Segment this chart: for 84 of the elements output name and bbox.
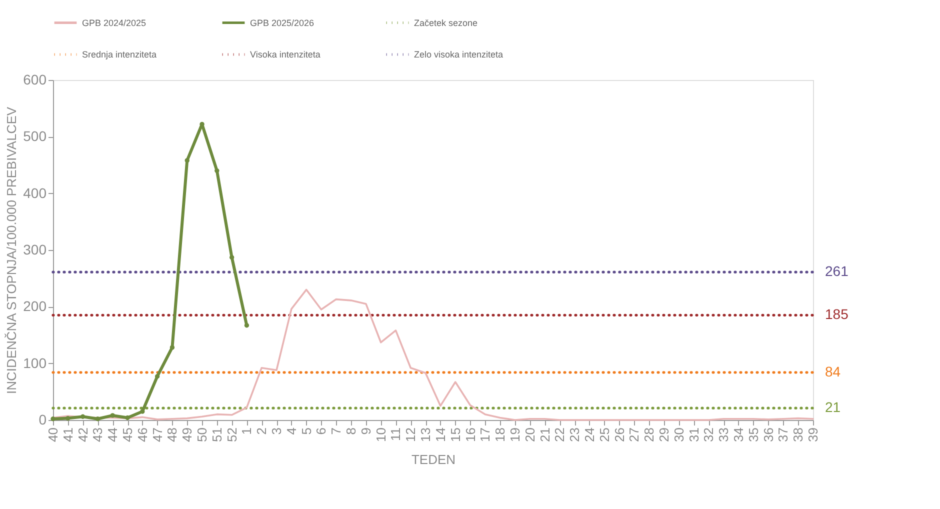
x-tick-label: 21 (537, 428, 552, 442)
x-tick-label: 24 (582, 428, 597, 442)
legend-label: GPB 2024/2025 (82, 18, 146, 28)
x-tick-label: 36 (760, 428, 776, 442)
point (154, 374, 160, 379)
x-tick-label: 48 (164, 428, 180, 442)
y-tick-label: 600 (23, 72, 47, 88)
data-label: 84 (825, 363, 841, 380)
x-tick-label: 19 (507, 428, 522, 442)
x-tick-label: 27 (626, 428, 642, 442)
x-tick-label: 2 (254, 428, 270, 435)
x-tick-label: 29 (656, 428, 672, 442)
x-tick-label: 8 (344, 428, 359, 435)
x-tick-label: 23 (567, 428, 582, 442)
x-tick-label: 12 (403, 428, 418, 442)
x-tick-label: 35 (746, 428, 761, 442)
point (50, 416, 56, 422)
point (140, 409, 145, 414)
x-tick-label: 50 (194, 428, 210, 442)
x-tick-label: 46 (134, 428, 150, 442)
x-tick-label: 9 (358, 428, 374, 435)
y-tick-label: 100 (23, 354, 47, 371)
data-label: 21 (825, 399, 841, 416)
x-tick-label: 43 (90, 428, 106, 442)
x-tick-label: 18 (492, 428, 508, 442)
x-tick-label: 33 (716, 428, 732, 442)
legend-label: Začetek sezone (414, 18, 478, 28)
x-tick-label: 31 (686, 428, 702, 442)
point (66, 416, 70, 421)
x-tick-label: 28 (642, 428, 657, 442)
x-tick-label: 52 (224, 428, 240, 442)
point (170, 345, 175, 350)
y-tick-label: 0 (38, 412, 47, 428)
x-tick-label: 34 (730, 428, 746, 442)
x-tick-label: 3 (269, 428, 284, 435)
x-tick-label: 10 (373, 428, 388, 442)
point (125, 415, 130, 420)
x-tick-label: 51 (209, 428, 224, 442)
x-tick-label: 47 (150, 428, 165, 442)
x-tick-label: 22 (552, 428, 568, 442)
x-tick-label: 5 (298, 428, 314, 435)
x-tick-label: 7 (328, 428, 344, 435)
point (229, 255, 234, 260)
x-tick-label: 40 (46, 428, 60, 442)
x-tick-label: 26 (612, 428, 627, 442)
x-tick-label: 20 (522, 428, 538, 442)
x-tick-label: 39 (806, 428, 820, 442)
x-tick-label: 45 (120, 428, 136, 442)
x-tick-label: 11 (388, 428, 404, 441)
x-tick-label: 1 (239, 428, 254, 435)
x-tick-label: 15 (448, 428, 463, 442)
point (110, 413, 115, 418)
legend-label: Srednja intenziteta (82, 50, 157, 60)
x-tick-label: 44 (105, 428, 120, 442)
point (80, 414, 86, 419)
legend-label: Zelo visoka intenziteta (414, 50, 504, 60)
point (244, 323, 250, 328)
x-tick-label: 30 (671, 428, 686, 442)
x-tick-label: 4 (284, 428, 299, 435)
y-tick-label: 300 (23, 242, 47, 258)
point (184, 158, 190, 163)
x-tick-label: 32 (701, 428, 716, 442)
legend-label: GPB 2025/2026 (250, 18, 314, 28)
y-axis-title: INCIDENČNA STOPNJA/100.000 PREBIVALCEV (4, 106, 20, 394)
y-tick-label: 200 (23, 298, 47, 314)
point (95, 416, 100, 422)
x-tick-label: 25 (596, 428, 612, 442)
x-tick-label: 17 (478, 428, 493, 442)
data-label: 185 (825, 306, 849, 322)
x-tick-label: 41 (60, 428, 76, 442)
x-tick-label: 16 (462, 428, 478, 442)
point (214, 168, 220, 174)
x-tick-label: 42 (75, 428, 90, 442)
x-tick-label: 49 (180, 428, 195, 442)
x-tick-label: 14 (432, 428, 448, 442)
x-tick-label: 37 (776, 428, 791, 442)
x-tick-label: 13 (418, 428, 434, 442)
legend-label: Visoka intenziteta (250, 50, 320, 60)
x-tick-label: 38 (790, 428, 806, 442)
x-tick-label: 6 (314, 428, 329, 435)
x-axis-title: TEDEN (411, 452, 456, 467)
y-tick-label: 500 (23, 128, 47, 144)
data-label: 261 (825, 263, 849, 280)
y-tick-label: 400 (23, 184, 47, 201)
